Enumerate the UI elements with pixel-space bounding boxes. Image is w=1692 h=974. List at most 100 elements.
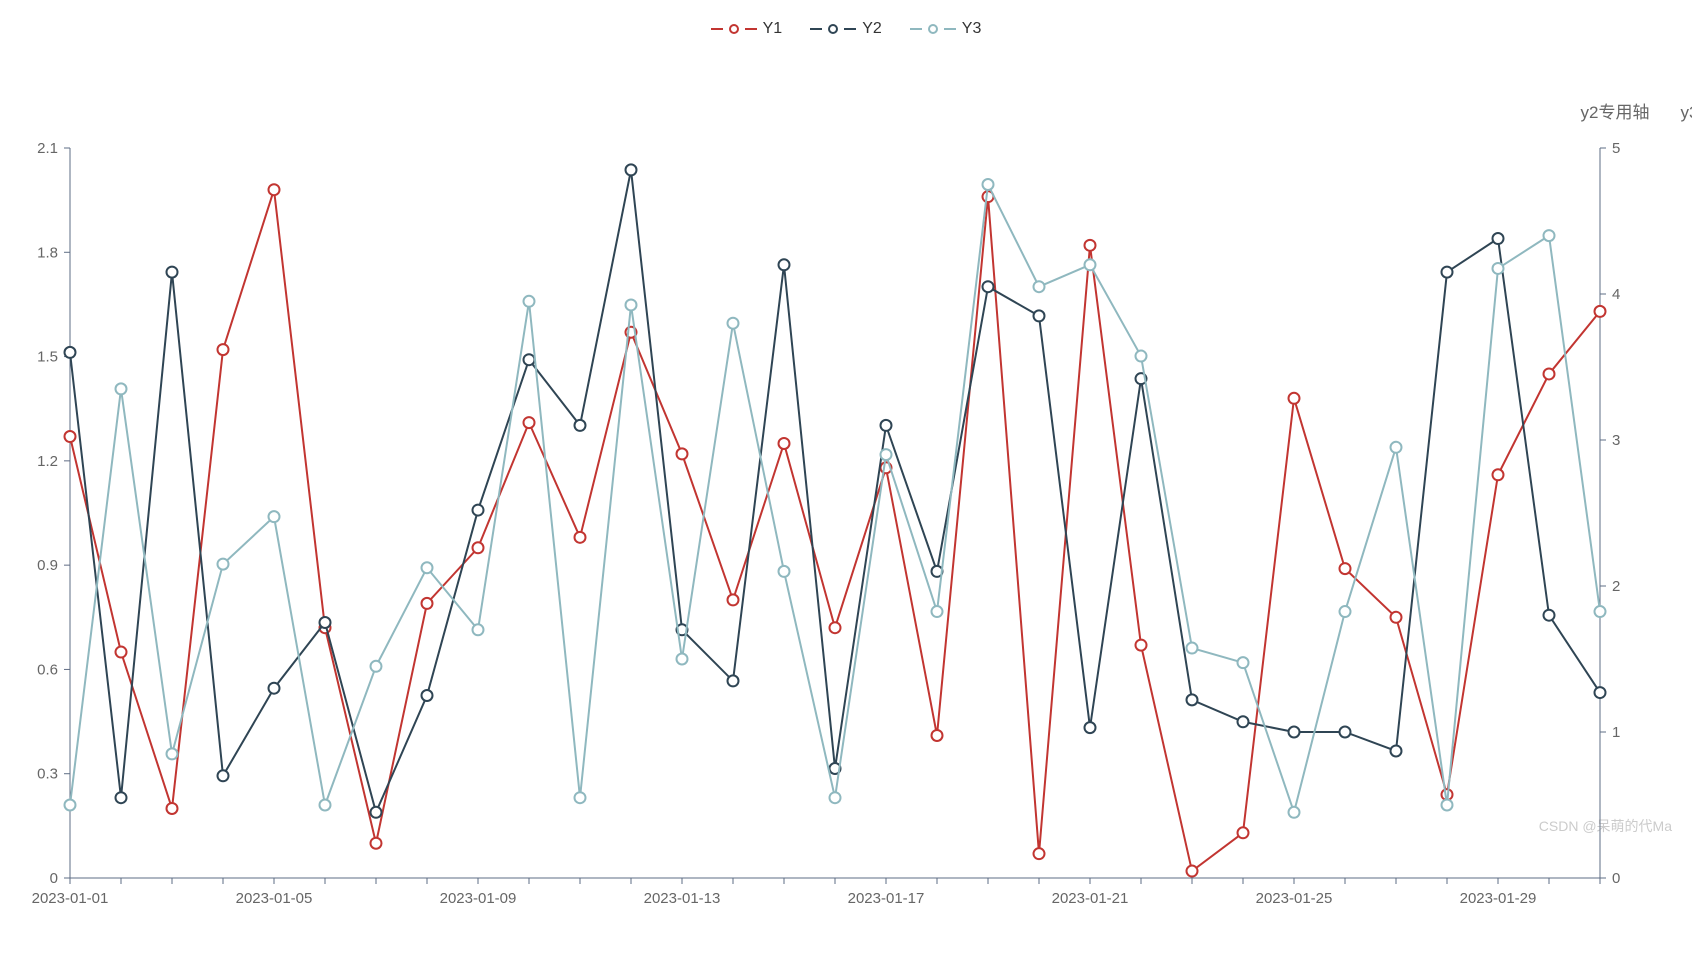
series-marker-Y1[interactable] <box>1544 368 1555 379</box>
series-marker-Y3[interactable] <box>677 654 688 665</box>
series-marker-Y3[interactable] <box>1034 281 1045 292</box>
series-marker-Y1[interactable] <box>1289 393 1300 404</box>
series-marker-Y2[interactable] <box>626 164 637 175</box>
series-marker-Y2[interactable] <box>1595 687 1606 698</box>
legend-label: Y2 <box>862 20 882 38</box>
series-marker-Y1[interactable] <box>1595 306 1606 317</box>
series-marker-Y2[interactable] <box>1289 727 1300 738</box>
series-marker-Y3[interactable] <box>1136 351 1147 362</box>
series-marker-Y3[interactable] <box>320 800 331 811</box>
series-marker-Y1[interactable] <box>932 730 943 741</box>
series-marker-Y1[interactable] <box>422 598 433 609</box>
series-marker-Y2[interactable] <box>65 347 76 358</box>
series-marker-Y2[interactable] <box>575 420 586 431</box>
y-left-tick-label: 1.5 <box>37 349 58 366</box>
series-marker-Y3[interactable] <box>881 449 892 460</box>
x-tick-label: 2023-01-21 <box>1052 890 1129 907</box>
series-marker-Y3[interactable] <box>116 383 127 394</box>
series-marker-Y1[interactable] <box>1340 563 1351 574</box>
series-marker-Y1[interactable] <box>830 622 841 633</box>
series-marker-Y1[interactable] <box>371 838 382 849</box>
series-marker-Y3[interactable] <box>626 299 637 310</box>
series-marker-Y2[interactable] <box>881 420 892 431</box>
series-marker-Y3[interactable] <box>575 792 586 803</box>
series-marker-Y2[interactable] <box>1085 722 1096 733</box>
series-marker-Y1[interactable] <box>1493 469 1504 480</box>
series-marker-Y1[interactable] <box>677 448 688 459</box>
series-marker-Y1[interactable] <box>1034 848 1045 859</box>
legend-label: Y3 <box>962 20 982 38</box>
series-marker-Y2[interactable] <box>218 770 229 781</box>
y-right1-tick-label: 4 <box>1612 286 1620 303</box>
series-marker-Y1[interactable] <box>473 542 484 553</box>
series-marker-Y3[interactable] <box>1595 606 1606 617</box>
series-marker-Y2[interactable] <box>269 683 280 694</box>
y-right2-axis-title: y3专用轴 <box>1681 103 1692 122</box>
series-marker-Y2[interactable] <box>728 675 739 686</box>
series-marker-Y2[interactable] <box>1034 310 1045 321</box>
series-marker-Y3[interactable] <box>1340 606 1351 617</box>
series-marker-Y3[interactable] <box>1442 800 1453 811</box>
legend-item-Y1[interactable]: Y1 <box>711 20 783 38</box>
series-marker-Y2[interactable] <box>524 354 535 365</box>
series-marker-Y3[interactable] <box>65 800 76 811</box>
series-marker-Y1[interactable] <box>1085 240 1096 251</box>
series-marker-Y1[interactable] <box>65 431 76 442</box>
legend-item-Y3[interactable]: Y3 <box>910 20 982 38</box>
series-marker-Y2[interactable] <box>422 690 433 701</box>
series-marker-Y1[interactable] <box>167 803 178 814</box>
series-marker-Y1[interactable] <box>1136 640 1147 651</box>
series-marker-Y3[interactable] <box>1493 263 1504 274</box>
series-marker-Y2[interactable] <box>1391 745 1402 756</box>
y-right1-tick-label: 3 <box>1612 432 1620 449</box>
y-left-tick-label: 0.9 <box>37 557 58 574</box>
series-marker-Y1[interactable] <box>1187 866 1198 877</box>
legend-item-Y2[interactable]: Y2 <box>810 20 882 38</box>
series-marker-Y3[interactable] <box>1187 643 1198 654</box>
series-marker-Y2[interactable] <box>167 267 178 278</box>
series-marker-Y1[interactable] <box>575 532 586 543</box>
series-marker-Y2[interactable] <box>116 792 127 803</box>
y-left-tick-label: 0.3 <box>37 766 58 783</box>
series-marker-Y1[interactable] <box>218 344 229 355</box>
series-marker-Y2[interactable] <box>371 807 382 818</box>
series-marker-Y1[interactable] <box>116 647 127 658</box>
series-marker-Y3[interactable] <box>728 318 739 329</box>
series-marker-Y3[interactable] <box>1238 657 1249 668</box>
y-right1-tick-label: 2 <box>1612 578 1620 595</box>
series-marker-Y3[interactable] <box>269 511 280 522</box>
series-marker-Y3[interactable] <box>932 606 943 617</box>
series-marker-Y2[interactable] <box>1340 727 1351 738</box>
series-marker-Y3[interactable] <box>1544 230 1555 241</box>
series-marker-Y2[interactable] <box>1187 694 1198 705</box>
series-line-Y3 <box>70 185 1600 813</box>
series-marker-Y1[interactable] <box>1391 612 1402 623</box>
series-marker-Y3[interactable] <box>167 748 178 759</box>
series-marker-Y2[interactable] <box>1544 610 1555 621</box>
series-marker-Y3[interactable] <box>524 296 535 307</box>
series-marker-Y1[interactable] <box>779 438 790 449</box>
series-marker-Y2[interactable] <box>779 259 790 270</box>
series-marker-Y3[interactable] <box>1391 442 1402 453</box>
series-marker-Y3[interactable] <box>422 562 433 573</box>
series-marker-Y2[interactable] <box>1238 716 1249 727</box>
series-marker-Y3[interactable] <box>1085 259 1096 270</box>
series-marker-Y1[interactable] <box>269 184 280 195</box>
y-left-tick-label: 1.8 <box>37 244 58 261</box>
series-marker-Y3[interactable] <box>830 792 841 803</box>
series-marker-Y2[interactable] <box>983 281 994 292</box>
series-marker-Y2[interactable] <box>1442 267 1453 278</box>
series-marker-Y2[interactable] <box>320 617 331 628</box>
x-tick-label: 2023-01-09 <box>440 890 517 907</box>
series-marker-Y3[interactable] <box>1289 807 1300 818</box>
series-marker-Y2[interactable] <box>473 505 484 516</box>
series-marker-Y3[interactable] <box>473 624 484 635</box>
series-marker-Y1[interactable] <box>728 594 739 605</box>
series-marker-Y3[interactable] <box>218 559 229 570</box>
series-marker-Y3[interactable] <box>983 179 994 190</box>
series-marker-Y2[interactable] <box>1493 233 1504 244</box>
series-marker-Y1[interactable] <box>1238 827 1249 838</box>
series-marker-Y3[interactable] <box>779 566 790 577</box>
series-marker-Y1[interactable] <box>524 417 535 428</box>
series-marker-Y3[interactable] <box>371 661 382 672</box>
